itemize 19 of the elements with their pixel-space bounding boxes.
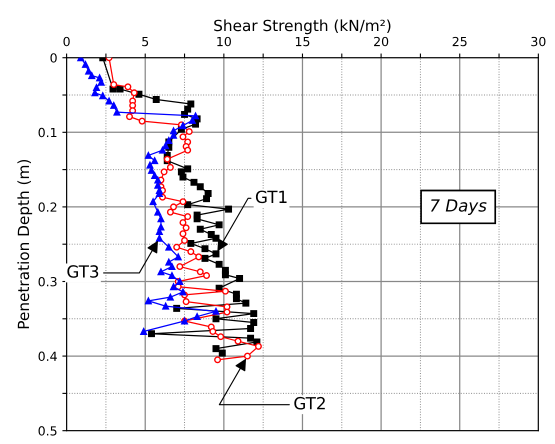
annotation: 7 Days xyxy=(430,199,487,215)
x-tick-label: 15 xyxy=(296,36,310,46)
y-tick-label: 0 xyxy=(50,53,57,63)
annotation: GT3 xyxy=(67,265,98,278)
y-axis-title: Penetration Depth (m) xyxy=(17,160,32,328)
annotation: GT1 xyxy=(256,190,287,204)
annotation: GT2 xyxy=(294,396,325,410)
y-tick-label: 0.3 xyxy=(38,276,57,286)
x-axis-title: Shear Strength (kN/m²) xyxy=(214,19,390,34)
y-tick-label: 0.5 xyxy=(38,426,56,436)
x-tick-label: 0 xyxy=(63,36,70,46)
x-tick-label: 20 xyxy=(374,36,388,46)
y-tick-label: 0.4 xyxy=(38,352,57,362)
x-tick-label: 10 xyxy=(217,36,231,46)
x-tick-label: 30 xyxy=(531,36,546,46)
y-tick-label: 0.2 xyxy=(38,202,56,212)
y-tick-label: 0.1 xyxy=(38,128,56,138)
x-tick-label: 5 xyxy=(142,36,148,46)
x-tick-label: 25 xyxy=(452,36,467,46)
